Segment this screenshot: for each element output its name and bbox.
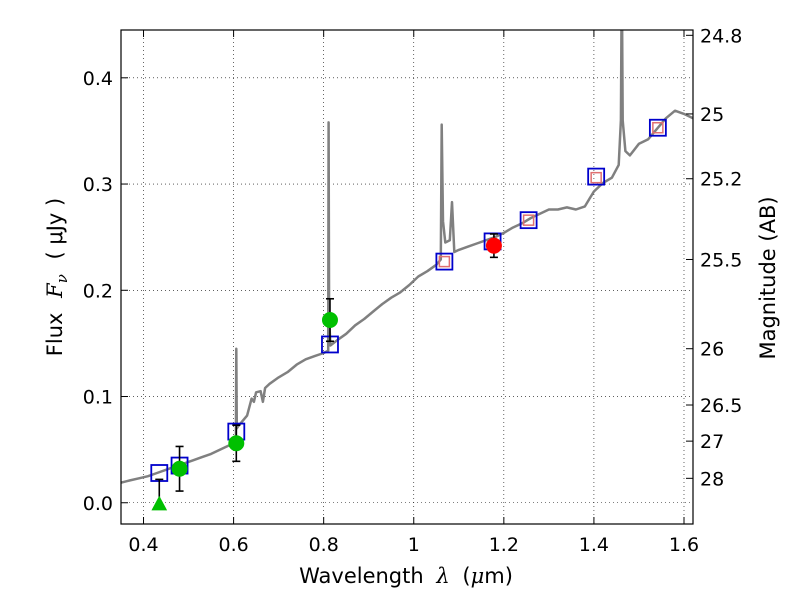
y2-tick-label: 25.2: [700, 169, 742, 191]
y2-tick-label: 25: [700, 104, 724, 126]
ground-model-square: [522, 214, 535, 226]
right-axis-label: Magnitude (AB): [756, 196, 780, 359]
photometry-point: [485, 237, 502, 254]
y-tick-label: 0.4: [83, 68, 113, 90]
y2-tick-label: 25.5: [700, 249, 742, 271]
y2-tick-label: 28: [700, 468, 724, 490]
ground-model-square: [438, 255, 451, 268]
y-tick-label: 0.1: [83, 387, 113, 409]
model-photometry-square: [435, 252, 454, 271]
x-tick-label: 1.2: [489, 534, 519, 556]
ticks: 0.4 0.6 0.8 1 1.2 1.4 1.6 0.0 0.1 0.2 0.3 0.4 24.8 25…: [83, 25, 743, 556]
model-photometry-square: [519, 211, 538, 230]
y2-tick-label: 26: [700, 339, 724, 361]
upper-limit-triangle: [151, 495, 168, 511]
y-axis-label: Flux Fν ( μJy ): [43, 198, 72, 356]
photometry-point: [171, 460, 188, 477]
x-tick-label: 1: [408, 534, 420, 556]
spectrum-line: [121, 30, 693, 484]
y2-tick-label: 24.8: [700, 25, 742, 47]
y-tick-label: 0.0: [83, 493, 113, 515]
x-tick-label: 0.8: [309, 534, 339, 556]
y2-tick-label: 26.5: [700, 395, 742, 417]
photometry-point: [228, 435, 245, 452]
photometry-point: [321, 312, 338, 329]
ground-model-square: [590, 171, 602, 184]
model-photometry-square: [587, 167, 606, 186]
y2-tick-label: 27: [700, 431, 724, 453]
model-photometry-square: [648, 118, 667, 137]
x-tick-label: 1.4: [579, 534, 609, 556]
x-axis-label: Wavelength λ (μm): [299, 564, 513, 588]
y-tick-label: 0.3: [83, 174, 113, 196]
plot-area: [121, 30, 693, 511]
grid: [121, 30, 693, 524]
x-tick-label: 0.6: [218, 534, 248, 556]
x-tick-label: 1.6: [669, 534, 699, 556]
plot-frame: [120, 29, 694, 525]
x-tick-label: 0.4: [128, 534, 158, 556]
y-tick-label: 0.2: [83, 280, 113, 302]
ground-model-square: [652, 121, 664, 134]
